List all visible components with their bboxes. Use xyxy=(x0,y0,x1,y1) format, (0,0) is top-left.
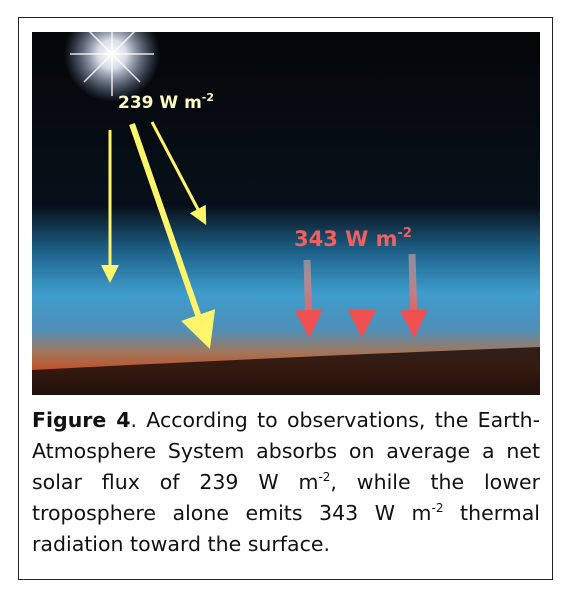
figure-frame xyxy=(18,17,553,580)
caption-text: . According to observations, the Earth-A… xyxy=(32,408,540,494)
caption-text: thermal radiation toward the surface. xyxy=(32,501,540,556)
figure-caption: Figure 4. According to observations, the… xyxy=(32,405,540,560)
solar-arrow xyxy=(129,123,216,350)
caption-text: , while the lower troposphere alone emit… xyxy=(32,470,541,525)
figure-image: 239 W m-2 343 W m-2 xyxy=(32,32,540,395)
solar-arrow xyxy=(150,121,207,225)
caption-sup: -2 xyxy=(318,470,331,485)
earth-edge xyxy=(32,347,540,395)
caption-sup: -2 xyxy=(431,501,444,516)
caption-label: Figure 4 xyxy=(32,408,131,432)
solar-label: 239 W m-2 xyxy=(118,91,214,113)
thermal-label: 343 W m-2 xyxy=(294,226,412,251)
thermal-arrows xyxy=(294,253,428,338)
sun-rays xyxy=(70,32,154,96)
